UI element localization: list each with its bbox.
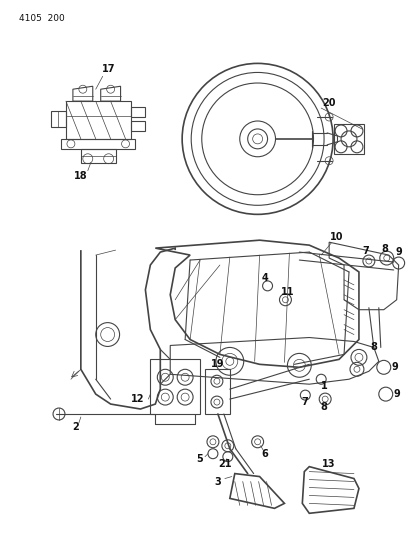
Text: 9: 9	[391, 362, 398, 373]
Text: 4105  200: 4105 200	[19, 14, 65, 23]
Text: 4: 4	[261, 273, 268, 283]
Text: 7: 7	[301, 397, 308, 407]
Text: 13: 13	[322, 459, 336, 469]
Text: 3: 3	[215, 477, 221, 487]
Text: 2: 2	[73, 422, 79, 432]
Text: 8: 8	[321, 402, 328, 412]
Text: 9: 9	[393, 389, 400, 399]
Text: 20: 20	[322, 98, 336, 108]
Text: 8: 8	[381, 244, 388, 254]
Text: 10: 10	[330, 232, 344, 242]
Text: 21: 21	[218, 459, 232, 469]
Text: 6: 6	[261, 449, 268, 459]
Text: 19: 19	[211, 359, 225, 369]
Text: 1: 1	[321, 381, 328, 391]
Text: 8: 8	[370, 342, 377, 352]
Text: 9: 9	[395, 247, 402, 257]
Text: 7: 7	[363, 246, 369, 256]
Text: 11: 11	[281, 287, 294, 297]
Text: 18: 18	[74, 171, 88, 181]
Text: 17: 17	[102, 64, 115, 74]
Text: 5: 5	[197, 454, 204, 464]
Text: 12: 12	[131, 394, 144, 404]
